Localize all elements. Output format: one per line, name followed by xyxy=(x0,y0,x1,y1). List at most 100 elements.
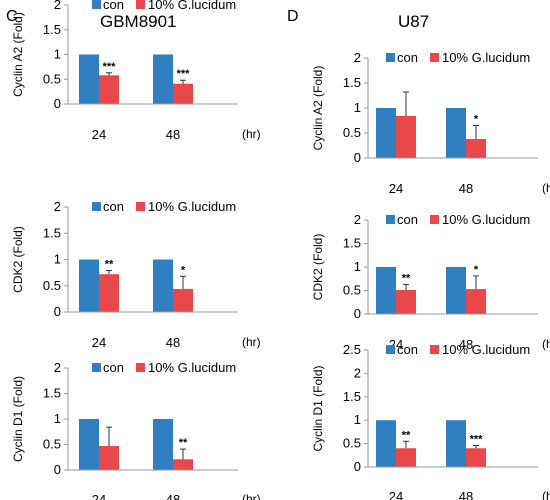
x-unit-label: (hr) xyxy=(242,335,261,349)
y-tick-label: 2 xyxy=(354,212,361,227)
bar-treated xyxy=(466,448,486,467)
bar-con xyxy=(446,267,466,314)
legend-swatch-treated xyxy=(136,0,145,9)
x-unit-label: (hr) xyxy=(542,337,550,351)
y-tick-label: 2 xyxy=(54,0,61,12)
legend-swatch-con xyxy=(386,215,395,224)
y-axis-label: Cyclin D1 (Fold) xyxy=(11,376,25,462)
y-tick-label: 1.5 xyxy=(343,389,361,404)
panel-letter-c: C xyxy=(6,8,18,25)
x-tick-label: 24 xyxy=(92,492,106,500)
x-unit-label: (hr) xyxy=(542,181,550,195)
x-unit-label: (hr) xyxy=(242,127,261,141)
legend-label-con: con xyxy=(397,342,418,357)
bar-treated xyxy=(99,274,119,312)
bar-con xyxy=(153,419,173,470)
legend-label-treated: 10% G.lucidum xyxy=(148,360,236,375)
chart-3: con 10% G.lucidum 0 0.5 1 1.5 2 Cyclin D1 (Fold… xyxy=(11,360,261,500)
significance-marker: *** xyxy=(177,68,191,80)
chart-6: con 10% G.lucidum 0 0.5 1 1.5 2 2.5 Cyclin D1 (F… xyxy=(311,342,550,500)
bar-treated xyxy=(173,83,193,104)
bar-con xyxy=(153,54,173,104)
legend-swatch-treated xyxy=(430,215,439,224)
x-tick-label: 24 xyxy=(92,335,106,350)
y-tick-label: 2 xyxy=(354,365,361,380)
significance-marker: * xyxy=(181,264,186,276)
significance-marker: *** xyxy=(103,61,117,73)
legend-swatch-con xyxy=(92,363,101,372)
y-tick-label: 0 xyxy=(354,150,361,165)
chart-1: con 10% G.lucidum 0 0.5 1 1.5 2 Cyclin A2 (Fold… xyxy=(11,0,261,142)
panel-title-gbm8901: GBM8901 xyxy=(100,12,177,31)
significance-marker: ** xyxy=(179,437,188,449)
x-tick-label: 24 xyxy=(92,127,106,142)
legend-swatch-con xyxy=(386,345,395,354)
bar-treated xyxy=(396,448,416,467)
x-tick-label: 48 xyxy=(459,337,473,352)
bar-con xyxy=(446,108,466,158)
y-axis-label: Cyclin A2 (Fold) xyxy=(11,12,25,97)
legend-swatch-treated xyxy=(430,345,439,354)
y-tick-label: 1.5 xyxy=(43,225,61,240)
y-tick-label: 0.5 xyxy=(43,278,61,293)
legend-swatch-treated xyxy=(136,363,145,372)
legend-label-treated: 10% G.lucidum xyxy=(148,0,236,12)
bar-treated xyxy=(99,446,119,470)
legend-swatch-treated xyxy=(136,202,145,211)
legend-label-treated: 10% G.lucidum xyxy=(442,212,530,227)
bar-con xyxy=(79,54,99,104)
y-tick-label: 1.5 xyxy=(43,386,61,401)
legend-label-treated: 10% G.lucidum xyxy=(442,342,530,357)
legend-label-con: con xyxy=(103,0,124,12)
bar-con xyxy=(376,420,396,467)
significance-marker: ** xyxy=(402,272,411,284)
y-tick-label: 0 xyxy=(354,306,361,321)
bar-treated xyxy=(173,288,193,312)
y-tick-label: 1.5 xyxy=(343,75,361,90)
y-tick-label: 0 xyxy=(54,304,61,319)
y-tick-label: 2.5 xyxy=(343,342,361,357)
legend-swatch-con xyxy=(386,53,395,62)
significance-marker: ** xyxy=(402,429,411,441)
x-unit-label: (hr) xyxy=(542,489,550,500)
y-tick-label: 1.5 xyxy=(343,236,361,251)
legend-label-treated: 10% G.lucidum xyxy=(442,50,530,65)
y-axis-label: CDK2 (Fold) xyxy=(311,234,325,301)
y-tick-label: 0.5 xyxy=(43,71,61,86)
bar-con xyxy=(79,259,99,312)
panel-title-u87: U87 xyxy=(398,12,430,31)
bar-treated xyxy=(466,289,486,314)
y-tick-label: 0.5 xyxy=(343,125,361,140)
x-tick-label: 48 xyxy=(459,489,473,500)
legend-swatch-con xyxy=(92,0,101,9)
y-tick-label: 1 xyxy=(354,100,361,115)
bar-con xyxy=(376,108,396,158)
y-tick-label: 1 xyxy=(54,411,61,426)
x-unit-label: (hr) xyxy=(242,492,261,500)
significance-marker: *** xyxy=(470,433,484,445)
y-tick-label: 0 xyxy=(354,459,361,474)
legend-label-con: con xyxy=(103,360,124,375)
legend-swatch-con xyxy=(92,202,101,211)
bar-treated xyxy=(396,290,416,314)
chart-4: con 10% G.lucidum 0 0.5 1 1.5 2 Cyclin A2 (Fold… xyxy=(311,50,550,196)
significance-marker: * xyxy=(474,264,479,276)
bar-con xyxy=(153,259,173,312)
y-axis-label: Cyclin D1 (Fold) xyxy=(311,365,325,451)
y-tick-label: 0 xyxy=(54,462,61,477)
bar-treated xyxy=(466,139,486,158)
bar-con xyxy=(79,419,99,470)
y-axis-label: Cyclin A2 (Fold) xyxy=(311,66,325,151)
legend-swatch-treated xyxy=(430,53,439,62)
y-tick-label: 2 xyxy=(54,199,61,214)
bar-con xyxy=(376,267,396,314)
x-tick-label: 48 xyxy=(459,181,473,196)
significance-marker: ** xyxy=(105,259,114,271)
x-tick-label: 24 xyxy=(389,489,403,500)
panel-letter-d: D xyxy=(287,8,299,25)
bar-treated xyxy=(173,459,193,470)
x-tick-label: 48 xyxy=(166,492,180,500)
legend-label-con: con xyxy=(103,199,124,214)
chart-2: con 10% G.lucidum 0 0.5 1 1.5 2 CDK2 (Fold) ** 24… xyxy=(11,199,261,350)
